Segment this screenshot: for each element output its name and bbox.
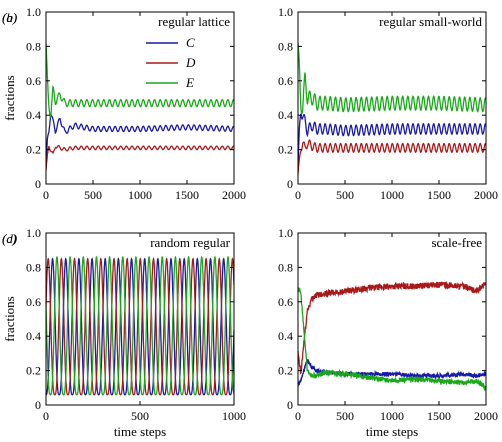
y-tick-label: 0 <box>287 398 293 412</box>
x-tick-label: 0 <box>43 409 49 423</box>
y-tick-label: 0.4 <box>278 329 293 343</box>
x-tick-label: 1000 <box>380 188 404 202</box>
x-tick-label: 0 <box>43 188 49 202</box>
y-tick-label: 1.0 <box>26 5 41 19</box>
y-tick-label: 0.6 <box>26 74 41 88</box>
x-tick-label: 1500 <box>427 188 451 202</box>
y-tick-label: 0.2 <box>278 143 293 157</box>
x-tick-label: 500 <box>131 409 149 423</box>
chart-title: scale-free <box>431 235 482 250</box>
series-line-C <box>298 113 486 167</box>
y-tick-label: 1.0 <box>26 226 41 240</box>
panel-3: 0 500 1000 0 0.2 0.4 0.6 0.8 1.0 (c) random regula… <box>2 226 246 439</box>
x-tick-label: 500 <box>84 188 102 202</box>
y-tick-label: 0.6 <box>278 295 293 309</box>
x-tick-label: 1500 <box>427 409 451 423</box>
series-line-E <box>298 42 486 115</box>
x-tick-label: 1000 <box>128 188 152 202</box>
legend-label-E: E <box>185 75 194 90</box>
y-tick-label: 1.0 <box>278 226 293 240</box>
chart-title: random regular <box>150 235 230 250</box>
x-tick-label: 1500 <box>175 188 199 202</box>
y-tick-label: 0.6 <box>278 74 293 88</box>
y-tick-label: 0 <box>35 398 41 412</box>
x-tick-label: 2000 <box>474 188 498 202</box>
panel-tag: (c) <box>2 231 16 246</box>
series-line-E <box>46 42 234 118</box>
series-line-D <box>46 257 234 396</box>
y-tick-label: 0 <box>35 177 41 191</box>
y-tick-label: 0.4 <box>26 329 41 343</box>
series-line-D <box>298 139 486 174</box>
x-tick-label: 0 <box>295 409 301 423</box>
y-tick-label: 0.2 <box>26 143 41 157</box>
y-tick-label: 0.2 <box>278 364 293 378</box>
x-tick-label: 1000 <box>222 409 246 423</box>
y-tick-label: 0.8 <box>278 260 293 274</box>
x-tick-label: 0 <box>295 188 301 202</box>
y-tick-label: 0 <box>287 177 293 191</box>
legend: CDE <box>146 35 196 90</box>
series-line-D <box>46 144 234 171</box>
y-tick-label: 0.8 <box>278 39 293 53</box>
series-line-D <box>298 280 486 375</box>
panel-tag: (d) <box>2 231 17 246</box>
x-tick-label: 2000 <box>222 188 246 202</box>
plot-frame <box>45 11 235 185</box>
chart-title: regular small-world <box>379 14 482 29</box>
series-line-E <box>298 287 486 392</box>
series-line-E <box>46 255 234 396</box>
panel-4: 0 500 1000 1500 2000 0 0.2 0.4 0.6 0.8 1.0 (d) scale… <box>2 226 498 439</box>
legend-label-C: C <box>186 35 195 50</box>
chart-title: regular lattice <box>158 14 230 29</box>
panel-1: 0 500 1000 1500 2000 0 0.2 0.4 0.6 0.8 1.0 (a) regul… <box>2 5 246 202</box>
x-tick-label: 1000 <box>380 409 404 423</box>
legend-label-D: D <box>185 55 196 70</box>
x-tick-label: 500 <box>336 409 354 423</box>
x-tick-label: 500 <box>336 188 354 202</box>
x-tick-label: 2000 <box>474 409 498 423</box>
x-axis-label: time steps <box>114 424 166 439</box>
y-axis-label: fractions <box>2 75 17 120</box>
y-tick-label: 0.8 <box>26 260 41 274</box>
y-axis-label: fractions <box>2 296 17 341</box>
panel-2: 0 500 1000 1500 2000 0 0.2 0.4 0.6 0.8 1.0 (b) regul… <box>2 5 498 202</box>
panel-tag: (a) <box>2 10 17 25</box>
y-tick-label: 0.4 <box>278 108 293 122</box>
series-line-C <box>46 112 234 167</box>
x-axis-label: time steps <box>366 424 418 439</box>
y-tick-label: 0.8 <box>26 39 41 53</box>
y-tick-label: 0.6 <box>26 295 41 309</box>
y-tick-label: 1.0 <box>278 5 293 19</box>
panel-tag: (b) <box>2 10 17 25</box>
y-tick-label: 0.4 <box>26 108 41 122</box>
y-tick-label: 0.2 <box>26 364 41 378</box>
